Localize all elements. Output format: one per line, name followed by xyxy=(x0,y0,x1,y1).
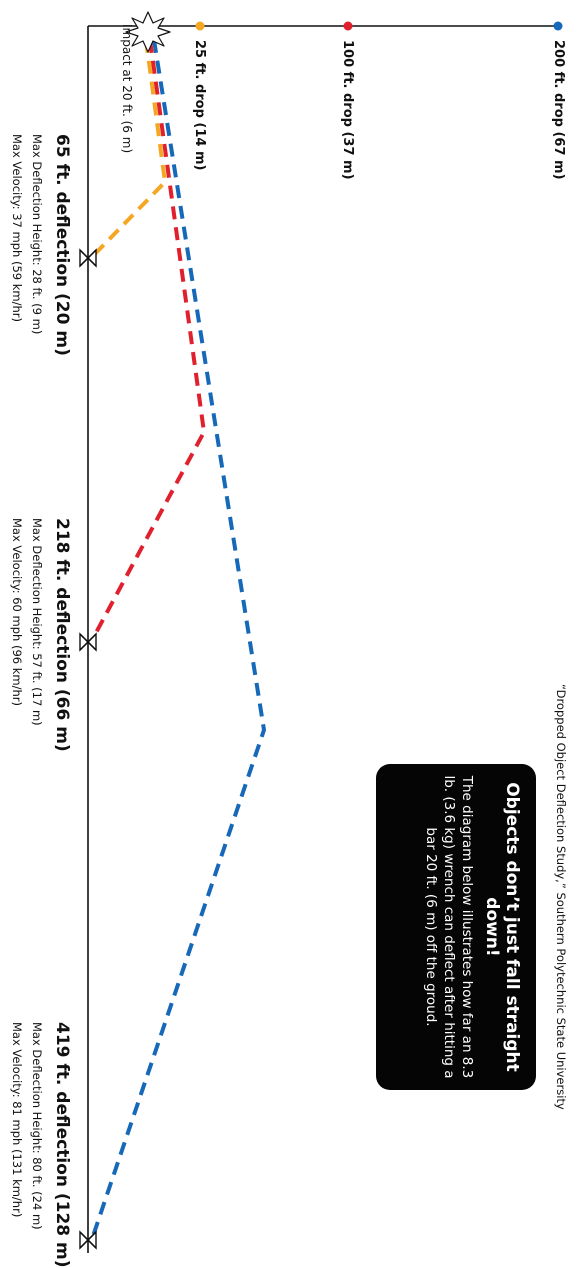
deflection-height-419: Max Deflection Height: 80 ft. (24 m) xyxy=(30,1022,44,1230)
drop-label-100: 100 ft. drop (37 m) xyxy=(340,40,355,180)
drop-marker-100 xyxy=(343,21,353,31)
drop-label-200: 200 ft. drop (67 m) xyxy=(551,40,566,180)
trajectory-25 xyxy=(89,39,168,260)
drop-label-25: 25 ft. drop (14 m) xyxy=(192,40,207,171)
deflection-height-65: Max Deflection Height: 28 ft. (9 m) xyxy=(30,134,44,335)
deflection-velocity-419: Max Velocity: 81 mph (131 km/hr) xyxy=(10,1022,24,1218)
deflection-height-218: Max Deflection Height: 57 ft. (17 m) xyxy=(30,518,44,726)
callout-body: The diagram below illustrates how far an… xyxy=(422,775,475,1079)
trajectory-200 xyxy=(89,39,267,1243)
drop-marker-200 xyxy=(553,21,563,31)
landing-cross-icon xyxy=(79,632,97,652)
landing-cross-icon xyxy=(79,248,97,268)
deflection-velocity-218: Max Velocity: 60 mph (96 km/hr) xyxy=(10,518,24,706)
deflection-title-419: 419 ft. deflection (128 m) xyxy=(52,1022,72,1268)
burst-icon xyxy=(125,11,171,53)
callout-title: Objects don’t just fall straight down! xyxy=(482,782,522,1072)
callout-box: Objects don’t just fall straight down! T… xyxy=(376,764,536,1090)
trajectory-100 xyxy=(89,39,207,643)
deflection-title-65: 65 ft. deflection (20 m) xyxy=(52,134,72,356)
drop-marker-25 xyxy=(195,21,205,31)
deflection-velocity-65: Max Velocity: 37 mph (59 km/hr) xyxy=(10,134,24,322)
callout-content: Objects don’t just fall straight down! T… xyxy=(376,764,536,1090)
source-citation: “Dropped Object Deflection Study,” South… xyxy=(554,684,568,1110)
landing-cross-icon xyxy=(79,1230,97,1250)
impact-label: Impact at 20 ft. (6 m) xyxy=(120,24,134,154)
deflection-title-218: 218 ft. deflection (66 m) xyxy=(52,518,72,752)
